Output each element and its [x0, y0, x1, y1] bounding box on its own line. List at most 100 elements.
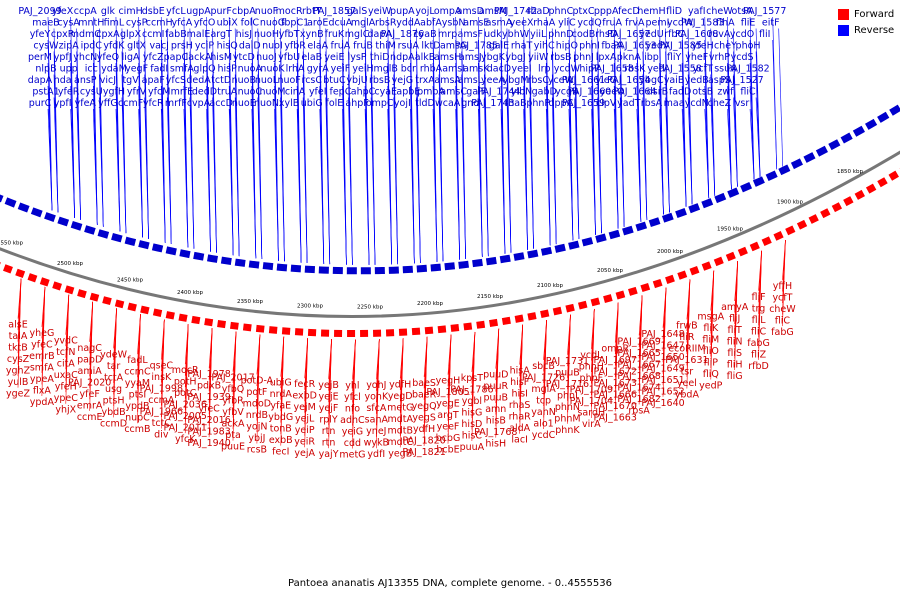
reverse-gene-label: fliC [740, 87, 756, 98]
reverse-gene-label: trxA [415, 75, 435, 86]
legend-forward-label: Forward [854, 8, 895, 20]
reverse-gene-label: yfcO [194, 18, 216, 29]
forward-gene-label: kpsT [461, 373, 483, 384]
reverse-gene-label: rfbC [664, 29, 684, 40]
scale-tick-label: 2450 kbp [117, 278, 143, 284]
reverse-gene-label: cbpA [232, 6, 256, 17]
forward-gene-label: PAJ_2011 [164, 423, 207, 434]
reverse-gene-line [529, 97, 534, 249]
strand-legend: Forward Reverse [838, 6, 894, 38]
reverse-gene-line [138, 108, 143, 238]
forward-gene-label: yeel [677, 378, 697, 389]
reverse-gene-label: PAJ_1744 [477, 87, 520, 98]
forward-gene-label: phnN [555, 402, 580, 413]
reverse-gene-line [92, 108, 98, 226]
reverse-gene-label: prsH [171, 41, 193, 52]
scale-tick-label: 2250 kbp [357, 304, 383, 310]
forward-gene-label: nfo [345, 404, 360, 415]
reverse-gene-label: yeeO [600, 87, 625, 98]
reverse-gene-label: eitF [762, 18, 780, 29]
forward-gene-line [495, 328, 500, 438]
reverse-gene-label: nuoG [260, 18, 285, 29]
reverse-gene-label: rhaD [527, 6, 550, 17]
reverse-gene-label: ydaM [101, 64, 127, 75]
reverse-gene-label: dcuA [329, 18, 353, 29]
scale-tick-label: 2100 kbp [537, 283, 563, 289]
reverse-gene-line [523, 108, 528, 250]
reverse-gene-label: frvA [625, 18, 645, 29]
forward-gene-label: ccmB [124, 424, 150, 435]
forward-gene-label: tcfN [56, 347, 75, 358]
reverse-gene-label: ytcD [233, 52, 255, 63]
reverse-gene-label: nuoF [255, 6, 278, 17]
reverse-gene-label: phnD [548, 29, 573, 40]
reverse-gene-label: aspS [708, 75, 731, 86]
forward-gene-label: emrA [77, 400, 103, 411]
forward-gene-label: puuR [483, 381, 508, 392]
reverse-gene-label: fbaA [601, 41, 623, 52]
reverse-gene-label: maa [664, 98, 685, 109]
reverse-gene-label: fabB [165, 29, 187, 40]
forward-gene-label: ygeZ [6, 389, 30, 400]
forward-gene-label: ybdG [268, 412, 293, 423]
reverse-gene-label: PAJ_1660 [568, 87, 611, 98]
forward-gene-label: qseC [150, 361, 174, 372]
reverse-gene-label: yiiW [528, 52, 549, 63]
forward-gene-label: fabG [771, 327, 794, 338]
reverse-gene-line [568, 108, 574, 241]
forward-gene-label: yfeH [55, 382, 77, 393]
forward-gene-label: PAJ_1666 [594, 390, 637, 401]
reverse-gene-label: cpxR [51, 29, 75, 40]
reverse-gene-label: yfcA [172, 18, 193, 29]
forward-gene-label: yegB [388, 448, 412, 459]
forward-gene-label: ompR [601, 344, 629, 355]
forward-gene-label: PAJ_1768 [474, 427, 517, 438]
forward-gene-label: yejF [319, 403, 339, 414]
reverse-gene-label: PAJ_1658 [590, 64, 633, 75]
forward-gene-label: PAJ_2016 [187, 415, 230, 426]
forward-gene-label: PAJ_1682 [617, 394, 660, 405]
reverse-gene-label: cysW [33, 41, 59, 52]
forward-gene-label: PAJ_1668 [617, 371, 660, 382]
forward-gene-label: mocR [172, 365, 199, 376]
scale-tick-label: 2200 kbp [417, 301, 443, 307]
forward-gene-label: mdtB [387, 425, 413, 436]
forward-gene-label: phnM [554, 413, 580, 424]
reverse-gene-label: nuoN [254, 98, 279, 109]
forward-gene-line [758, 250, 762, 360]
reverse-gene-label: gnd [461, 98, 479, 109]
forward-gene-label: yhl [345, 381, 359, 392]
reverse-gene-label: nlpB [35, 64, 56, 75]
forward-gene-label: PAJ_1821 [402, 447, 445, 458]
reverse-gene-label: ycfT [693, 64, 713, 75]
reverse-gene-label: yojL [415, 6, 435, 17]
forward-gene-label: metG [387, 402, 413, 413]
reverse-gene-label: ybhW [502, 29, 530, 40]
reverse-gene-label: rhsD [595, 29, 617, 40]
forward-gene-label: PAJ_1697 [594, 355, 637, 366]
forward-gene-label: fliN [727, 336, 743, 347]
gene-label-lines [17, 16, 786, 449]
reverse-gene-label: PAJ_1857 [313, 6, 356, 17]
legend-reverse: Reverse [838, 22, 894, 38]
reverse-gene-line [70, 108, 75, 218]
forward-gene-label: fliQ [703, 369, 719, 380]
forward-gene-line [280, 336, 285, 446]
reverse-gene-label: yedB [685, 75, 709, 86]
forward-gene-label: PAJ_1647 [641, 340, 684, 351]
reverse-gene-label: hisJ [236, 29, 252, 40]
reverse-gene-label: yfeQ [97, 52, 119, 63]
reverse-gene-label: fliD [666, 6, 682, 17]
forward-gene-label: fliF [752, 292, 766, 303]
scale-ruler [0, 150, 900, 318]
forward-gene-label: frwB [676, 320, 698, 331]
forward-gene-label: ycdC [532, 430, 556, 441]
reverse-gene-line [749, 108, 755, 180]
reverse-strand-track [0, 103, 900, 275]
reverse-gene-label: ccmI [142, 29, 165, 40]
reverse-gene-label: alkB [415, 52, 435, 63]
forward-gene-label: exbB [269, 435, 293, 446]
forward-gene-label: msgA [697, 312, 724, 323]
forward-gene-label: ydfH [389, 379, 411, 390]
reverse-gene-label: yihC [534, 41, 555, 52]
